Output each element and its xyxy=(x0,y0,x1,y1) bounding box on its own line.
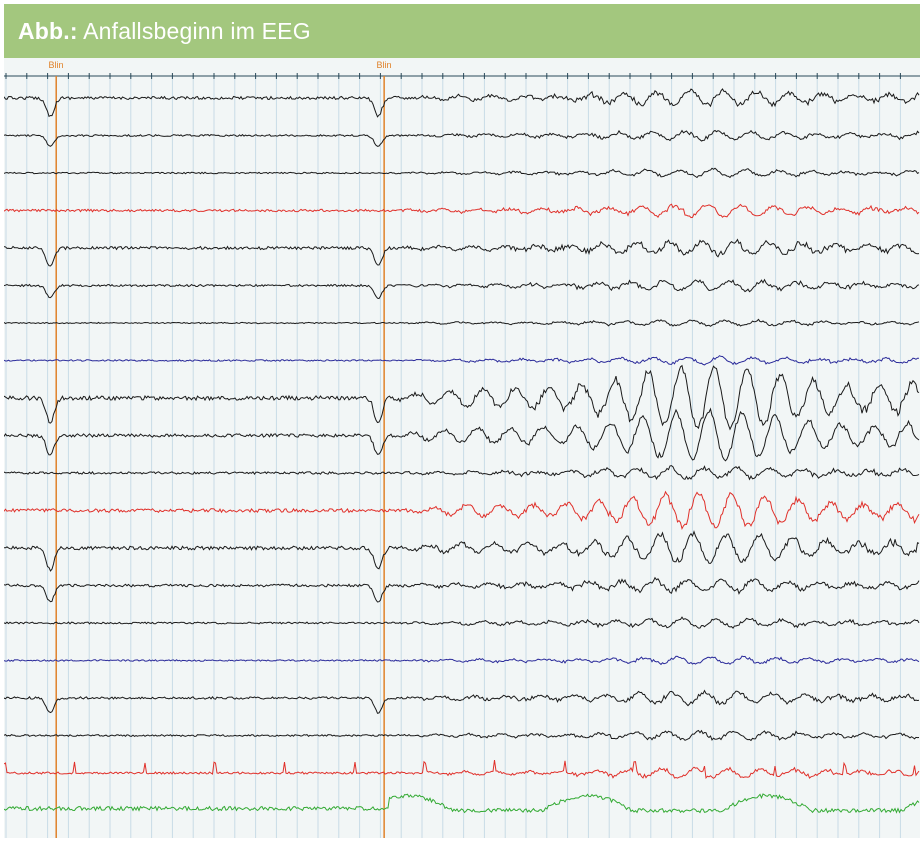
eeg-channel-10-trace xyxy=(4,407,920,462)
eeg-channel-20-trace xyxy=(4,793,920,814)
eeg-channel-15-trace xyxy=(4,616,920,629)
figure-header: Abb.: Anfallsbeginn im EEG xyxy=(4,4,920,58)
eeg-channel-12-trace xyxy=(4,490,920,530)
figure-title-prefix: Abb.: xyxy=(18,17,78,44)
eeg-channel-8-trace xyxy=(4,355,920,366)
eeg-channel-13-trace xyxy=(4,530,920,572)
eeg-channel-1-trace xyxy=(4,88,920,118)
eeg-channel-19-trace xyxy=(4,760,920,780)
eeg-channel-17-trace xyxy=(4,689,920,714)
eeg-traces xyxy=(4,73,920,838)
figure-title-text: Anfallsbeginn im EEG xyxy=(77,17,311,44)
eeg-channel-14-trace xyxy=(4,576,920,603)
eeg-channel-9-trace xyxy=(4,364,920,431)
eeg-channel-5-trace xyxy=(4,238,920,267)
eeg-recording: Blin Blin xyxy=(4,58,920,838)
eeg-channel-2-trace xyxy=(4,129,920,147)
eeg-channel-16-trace xyxy=(4,655,920,666)
eeg-channel-3-trace xyxy=(4,167,920,179)
eeg-channel-18-trace xyxy=(4,729,920,742)
eeg-channel-4-trace xyxy=(4,203,920,219)
eeg-channel-6-trace xyxy=(4,278,920,300)
blink-marker-label-1: Blin xyxy=(48,60,64,70)
figure-title: Abb.: Anfallsbeginn im EEG xyxy=(18,18,311,45)
eeg-channel-7-trace xyxy=(4,318,920,327)
blink-marker-label-2: Blin xyxy=(376,60,392,70)
eeg-channel-11-trace xyxy=(4,465,920,481)
